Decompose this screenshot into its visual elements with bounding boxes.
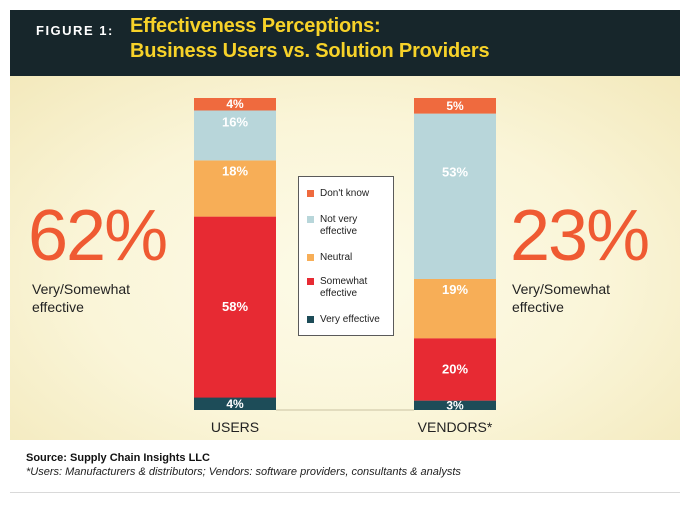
bar-vendors-somewhat-effective: [414, 338, 496, 401]
legend-label-somewhat-effective: Somewhat effective: [320, 276, 368, 299]
bar-vendors-neutral: [414, 279, 496, 339]
data-label-vendors-somewhat-effective: 20%: [442, 361, 468, 376]
vendors-effective-percent: 23%: [510, 196, 650, 276]
data-label-vendors-very-effective: 3%: [446, 398, 464, 412]
users-effective-percent: 62%: [28, 196, 168, 276]
source-note: Source: Supply Chain Insights LLC: [26, 452, 210, 464]
data-label-vendors-dont-know: 5%: [446, 99, 464, 113]
users-effective-caption: Very/Somewhat effective: [32, 281, 131, 315]
legend-swatch-not-very-effective: [307, 216, 314, 223]
category-label-users: USERS: [211, 419, 259, 435]
chart-panel: 4% 58% 18% 16% 4% USERS 3% 20% 19% 53% 5% VENDORS* …: [10, 76, 680, 440]
legend-label-very-effective: Very effective: [320, 314, 380, 325]
bar-vendors-dont-know: [414, 98, 496, 114]
legend-label-dont-know: Don't know: [320, 188, 370, 199]
legend-label-not-very-effective: Not very effective: [320, 214, 358, 237]
footnote: *Users: Manufacturers & distributors; Ve…: [26, 466, 461, 478]
legend-swatch-somewhat-effective: [307, 278, 314, 285]
bar-users-dont-know: [194, 98, 276, 111]
chart-legend: Don't know Not very effective Neutral So…: [298, 176, 394, 336]
bar-users-very-effective: [194, 397, 276, 410]
data-label-users-very-effective: 4%: [226, 397, 244, 411]
legend-swatch-very-effective: [307, 316, 314, 323]
category-label-vendors: VENDORS*: [418, 419, 493, 435]
data-label-vendors-not-very-effective: 53%: [442, 164, 468, 179]
bar-users-somewhat-effective: [194, 216, 276, 398]
vendors-effective-caption: Very/Somewhat effective: [512, 281, 611, 315]
data-label-users-neutral: 18%: [222, 163, 248, 178]
chart-title-line-1: Effectiveness Perceptions:: [130, 15, 381, 37]
bar-vendors-very-effective: [414, 400, 496, 410]
figure-header: FIGURE 1: Effectiveness Perceptions: Bus…: [10, 10, 680, 76]
figure-label: FIGURE 1:: [36, 23, 114, 38]
legend-swatch-neutral: [307, 254, 314, 261]
bar-vendors-not-very-effective: [414, 113, 496, 279]
data-label-users-somewhat-effective: 58%: [222, 299, 248, 314]
bar-users-not-very-effective: [194, 110, 276, 161]
legend-swatch-dont-know: [307, 190, 314, 197]
chart-title-line-2: Business Users vs. Solution Providers: [130, 40, 490, 62]
stacked-bar-chart: 4% 58% 18% 16% 4% USERS 3% 20% 19% 53% 5% VENDORS*: [194, 97, 496, 435]
figure-footer: Source: Supply Chain Insights LLC *Users…: [26, 452, 676, 478]
data-label-users-not-very-effective: 16%: [222, 115, 248, 130]
bottom-rule: [10, 492, 680, 493]
data-label-vendors-neutral: 19%: [442, 282, 468, 297]
legend-label-neutral: Neutral: [320, 252, 353, 263]
bar-users-neutral: [194, 160, 276, 217]
data-label-users-dont-know: 4%: [226, 97, 244, 111]
